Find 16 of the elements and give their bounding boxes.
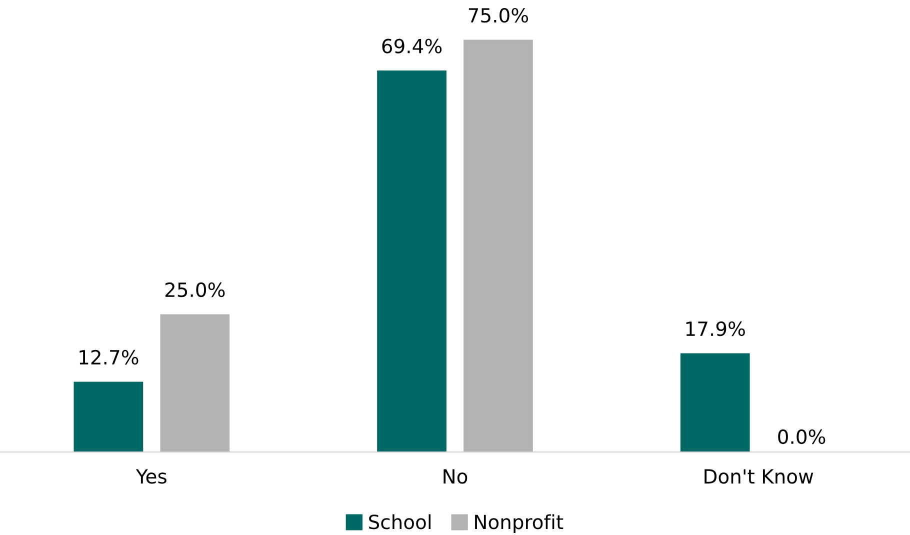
bar: [680, 353, 750, 452]
x-tick-label: Yes: [136, 469, 166, 484]
legend-label: Nonprofit: [475, 514, 564, 534]
data-label: 25.0%: [165, 282, 225, 298]
data-label: 17.9%: [686, 321, 745, 336]
data-label: 75.0%: [468, 8, 528, 23]
data-label: 12.7%: [80, 350, 138, 365]
bar: [464, 40, 533, 452]
x-tick-label: Don't Know: [704, 469, 814, 484]
data-label: 69.4%: [382, 38, 442, 54]
legend-label: School: [369, 514, 431, 530]
x-tick-label: No: [444, 469, 468, 484]
bar: [74, 382, 144, 452]
bar: [160, 314, 230, 452]
data-label: 0.0%: [778, 429, 826, 444]
bar: [377, 70, 446, 452]
